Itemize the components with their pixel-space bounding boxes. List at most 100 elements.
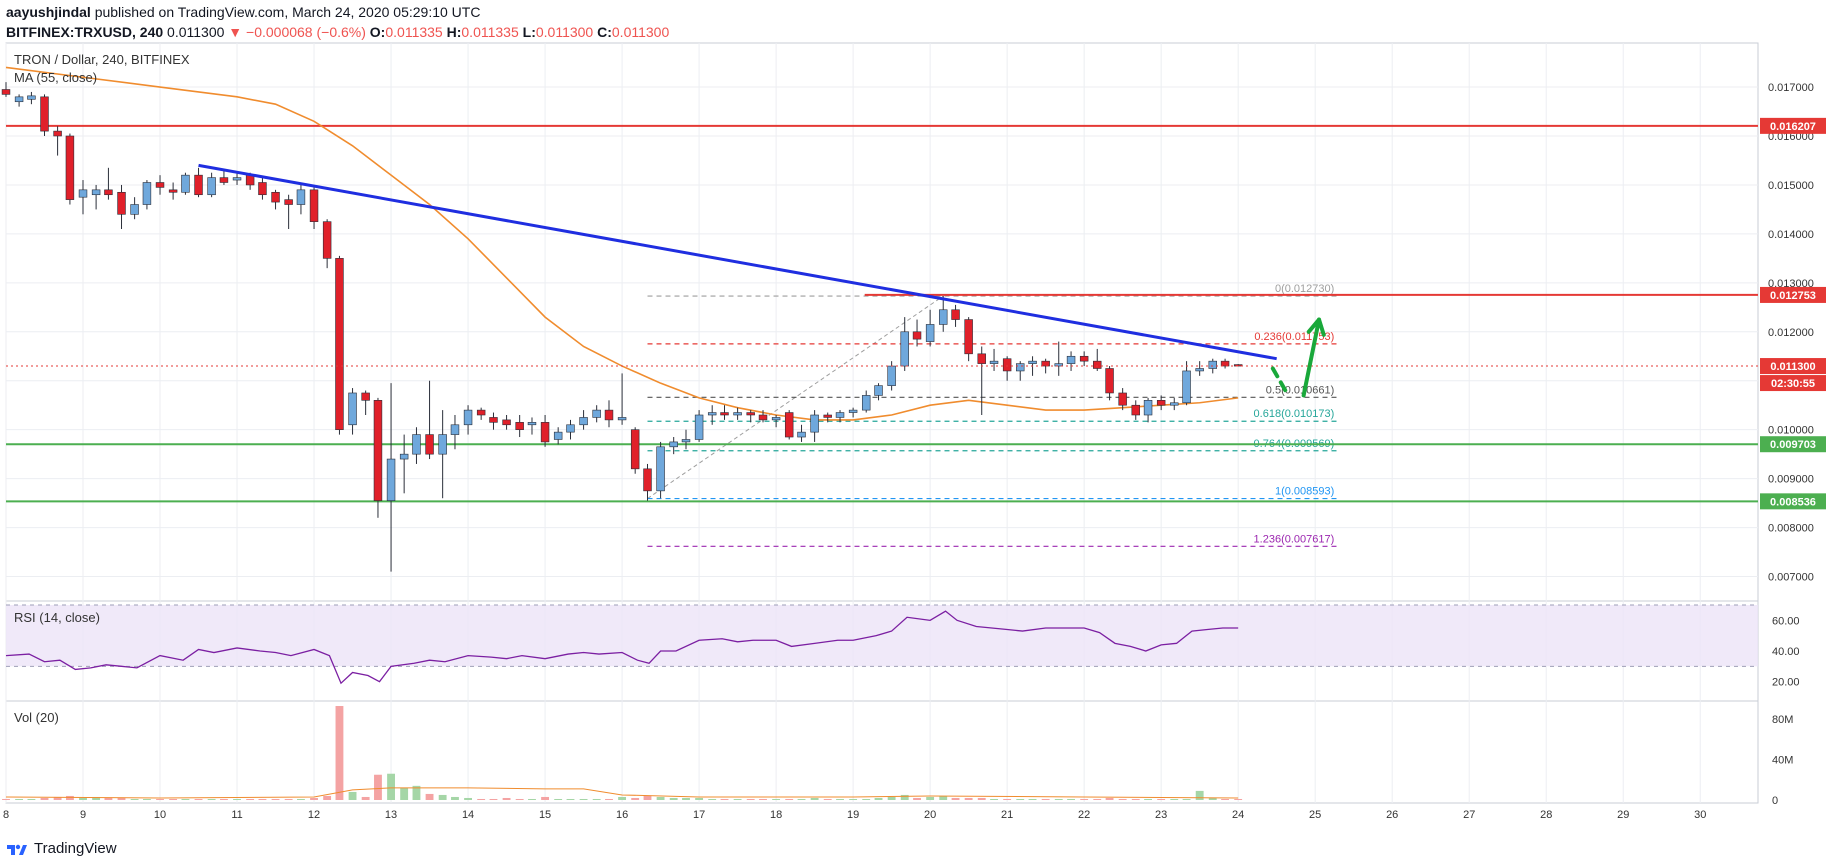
last-price-tag: 0.011300 <box>1770 361 1815 373</box>
time-tick-label: 25 <box>1309 809 1321 821</box>
volume-bar <box>374 774 382 800</box>
volume-bar <box>682 797 690 800</box>
time-tick-label: 19 <box>847 809 859 821</box>
fib-level-label: 1.236(0.007617) <box>1254 533 1335 545</box>
candle-body <box>527 422 537 426</box>
time-tick-label: 18 <box>770 809 782 821</box>
close-value: 0.011300 <box>611 24 670 40</box>
candle-body <box>130 204 139 215</box>
candle-body <box>296 189 306 205</box>
volume-tick-label: 0 <box>1772 795 1778 807</box>
candle-body <box>219 177 229 183</box>
resistance-price-tag: 0.012753 <box>1770 290 1816 302</box>
candle-body <box>1079 355 1089 362</box>
resistance-price-tag-box <box>1760 117 1826 134</box>
rsi-tick-label: 20.00 <box>1772 677 1800 689</box>
tradingview-logo-icon <box>7 844 27 855</box>
candle-body <box>450 424 460 435</box>
volume-bar <box>220 798 228 800</box>
volume-bar <box>1144 798 1153 800</box>
candle-body <box>117 191 126 215</box>
time-tick-label: 29 <box>1617 809 1629 821</box>
volume-bar <box>566 798 575 800</box>
countdown-label: 02:30:55 <box>1771 378 1815 390</box>
open-value: 0.011335 <box>385 24 443 40</box>
time-tick-label: 10 <box>154 809 166 821</box>
volume-bar <box>1093 798 1102 800</box>
rsi-line <box>5 610 1239 685</box>
volume-bar <box>515 798 524 800</box>
high-label: H: <box>446 24 462 40</box>
volume-bar <box>669 797 678 800</box>
volume-bar <box>772 798 781 800</box>
volume-bar <box>1080 798 1089 800</box>
author-name[interactable]: aayushjindal <box>6 4 91 20</box>
candle-body <box>271 191 280 203</box>
candle-body <box>733 412 742 416</box>
volume-bar <box>1195 790 1204 800</box>
footer-brand[interactable]: TradingView <box>6 840 117 857</box>
candle-body <box>155 182 165 188</box>
price-tick-label: 0.015000 <box>1768 180 1814 192</box>
time-tick-label: 15 <box>539 809 551 821</box>
volume-bar <box>951 797 960 800</box>
volume-bar <box>554 798 563 800</box>
candle-body <box>656 446 665 492</box>
rsi-legend: RSI (14, close) <box>14 610 100 625</box>
candle-body <box>1066 355 1076 364</box>
symbol-line: BITFINEX:TRXUSD, 240 0.011300 ▼ −0.00006… <box>6 22 669 42</box>
volume-bar <box>733 798 742 800</box>
price-tick-label: 0.009000 <box>1768 474 1814 486</box>
close-label: C: <box>597 24 612 40</box>
candle-body <box>681 439 691 443</box>
candle-body <box>104 189 113 196</box>
volume-bar <box>489 798 498 800</box>
candle-body <box>925 324 935 342</box>
publish-line: aayushjindal published on TradingView.co… <box>6 2 669 22</box>
price-tick-label: 0.008000 <box>1768 523 1814 535</box>
candle-body <box>322 221 332 259</box>
candle-body <box>617 417 627 421</box>
chart-header: aayushjindal published on TradingView.co… <box>6 2 669 42</box>
volume-bar <box>477 798 486 800</box>
volume-bar <box>53 796 62 800</box>
volume-bar <box>348 791 357 800</box>
trendline[interactable] <box>6 163 1758 367</box>
volume-bar <box>874 797 883 800</box>
projection-arrows[interactable] <box>1270 317 1326 398</box>
horizontal-levels[interactable] <box>6 124 1758 503</box>
volume-bar <box>27 798 36 800</box>
volume-bar <box>451 796 459 800</box>
candle-body <box>91 189 101 196</box>
candle-body <box>194 174 203 196</box>
volume-bar <box>15 798 24 800</box>
high-value: 0.011335 <box>461 24 519 40</box>
volume-bar <box>810 797 819 800</box>
time-axis[interactable]: 8 9 10 11 12 13 14 15 16 17 18 19 20 21 22 23 24 25 26 27 28… <box>3 809 1706 821</box>
countdown-box <box>1760 375 1826 392</box>
candle-body <box>1170 402 1179 406</box>
candle-body <box>463 409 473 426</box>
candle-body <box>258 182 267 196</box>
candle-body <box>1093 360 1102 369</box>
candle-body <box>502 419 511 426</box>
rsi-band <box>6 605 1758 667</box>
price-axes[interactable]: 0.017000 0.016000 0.015000 0.014000 0.013000… <box>1760 82 1826 807</box>
candle-body <box>1041 360 1050 367</box>
price-tick-label: 0.017000 <box>1768 82 1814 94</box>
descending-trendline <box>198 163 1277 361</box>
volume-bar <box>400 787 409 800</box>
candle-body <box>720 412 729 416</box>
time-tick-label: 17 <box>693 809 705 821</box>
candle-body <box>476 409 486 416</box>
candle-body <box>592 409 601 418</box>
volume-ma-line <box>5 787 1239 799</box>
candle-body <box>938 309 948 325</box>
price-tick-label: 0.010000 <box>1768 425 1814 437</box>
price-tick-label: 0.012000 <box>1768 327 1814 339</box>
candle-body <box>1105 368 1114 394</box>
candle-body <box>399 453 409 460</box>
time-tick-label: 28 <box>1540 809 1552 821</box>
last-price-value: 0.011300 <box>167 24 225 40</box>
